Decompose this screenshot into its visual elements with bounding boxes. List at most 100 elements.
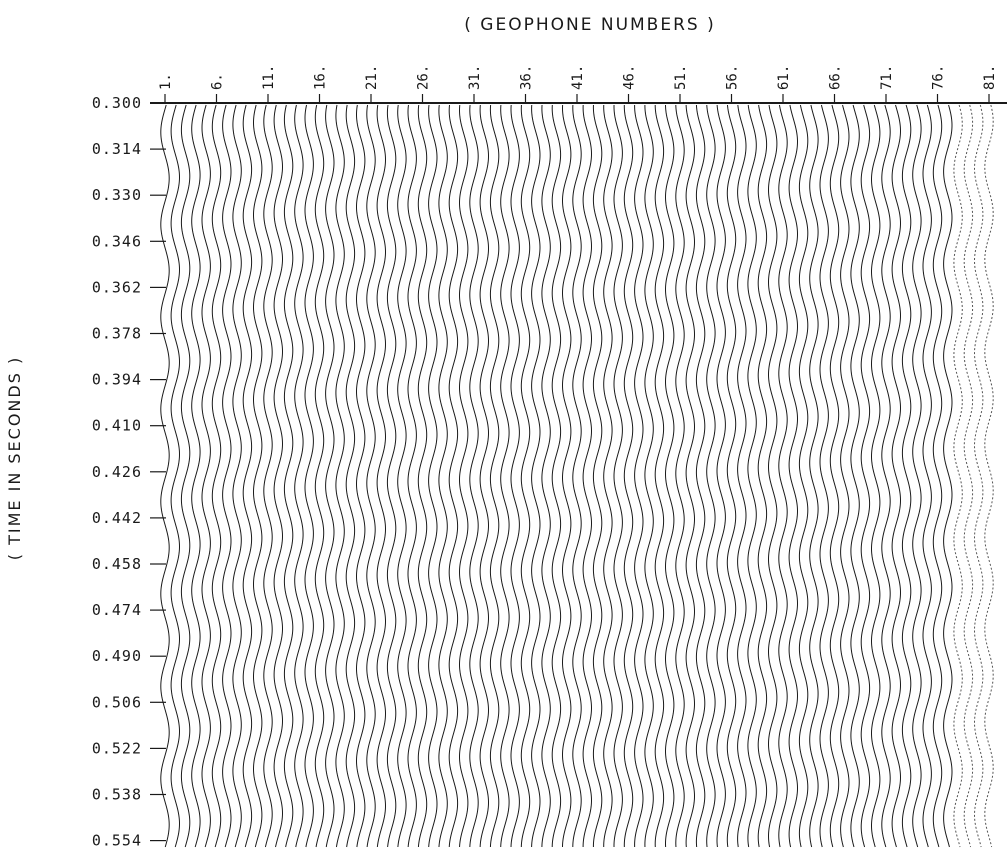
seismic-trace: [840, 104, 850, 848]
seismic-trace: [376, 104, 387, 848]
chart-title: ( GEOPHONE NUMBERS ): [464, 15, 715, 35]
seismic-trace: [881, 104, 891, 848]
x-tick-label: 6.: [210, 73, 226, 90]
seismic-trace: [428, 104, 438, 848]
seismic-trace: [973, 104, 984, 848]
seismic-trace: [386, 104, 397, 848]
seismic-trace: [325, 104, 335, 848]
seismic-trace: [366, 104, 376, 848]
seismic-trace: [644, 104, 654, 848]
x-tick-label: 41.: [570, 65, 586, 90]
y-tick-label: 0.314: [92, 140, 142, 158]
x-tick-label: 11.: [261, 65, 277, 90]
y-tick-label: 0.346: [92, 232, 142, 250]
seismic-trace: [819, 104, 829, 848]
y-tick-label: 0.554: [92, 832, 142, 850]
seismic-trace: [943, 104, 953, 848]
y-tick-group: 0.300 0.314 0.330 0.346 0.362 0.378 0.394 0.410…: [92, 94, 166, 850]
y-tick-label: 0.458: [92, 555, 142, 573]
x-tick-label: 61.: [776, 65, 792, 90]
seismic-trace: [232, 104, 242, 848]
seismic-trace: [891, 104, 902, 848]
seismic-trace: [500, 104, 510, 848]
seismic-trace: [613, 104, 623, 848]
seismic-trace: [170, 104, 181, 848]
y-tick-label: 0.426: [92, 463, 142, 481]
x-tick-label: 51.: [673, 65, 689, 90]
seismic-trace: [737, 104, 747, 848]
seismic-trace: [757, 104, 768, 848]
seismic-trace: [623, 104, 634, 848]
seismic-trace: [922, 104, 932, 848]
x-tick-label: 56.: [725, 65, 741, 90]
seismic-trace: [263, 104, 273, 848]
seismic-trace: [788, 104, 799, 848]
x-tick-label: 21.: [364, 65, 380, 90]
seismic-trace: [211, 104, 222, 848]
seismic-trace: [479, 104, 490, 848]
seismic-trace: [407, 104, 417, 848]
y-tick-label: 0.410: [92, 417, 142, 435]
y-tick-label: 0.362: [92, 278, 142, 296]
seismic-trace: [984, 104, 994, 848]
x-tick-label: 76.: [931, 65, 947, 90]
seismic-trace: [634, 105, 644, 848]
seismic-trace: [355, 104, 366, 848]
seismic-trace: [191, 104, 201, 848]
seismic-trace: [747, 104, 757, 848]
x-tick-group: 1. 6. 11. 16. 21. 26. 31. 36. 41. 46. 51. 56. 61. 66.…: [158, 65, 998, 103]
seismic-trace: [489, 104, 500, 848]
seismic-trace: [582, 104, 593, 848]
seismic-trace: [675, 104, 685, 848]
seismic-trace: [963, 104, 974, 848]
seismic-trace: [520, 104, 531, 848]
seismic-trace: [716, 104, 726, 848]
seismic-trace: [829, 104, 840, 848]
seismic-trace: [397, 104, 407, 848]
seismic-trace: [438, 104, 448, 848]
seismic-trace: [283, 104, 294, 848]
x-tick-label: 26.: [416, 65, 432, 90]
seismic-trace: [314, 104, 325, 848]
seismic-trace: [458, 104, 469, 848]
y-tick-label: 0.442: [92, 509, 142, 527]
seismic-trace: [531, 104, 541, 848]
y-tick-label: 0.522: [92, 739, 142, 757]
seismic-trace: [448, 104, 459, 848]
seismic-trace: [201, 104, 211, 848]
y-tick-label: 0.300: [92, 94, 142, 112]
seismic-trace: [592, 104, 603, 847]
x-tick-label: 81.: [982, 65, 998, 90]
x-tick-label: 66.: [828, 65, 844, 90]
y-tick-label: 0.474: [92, 601, 142, 619]
seismic-trace: [335, 104, 345, 848]
seismic-trace: [767, 104, 778, 848]
y-tick-label: 0.538: [92, 786, 142, 804]
seismic-trace: [901, 104, 912, 848]
seismic-trace: [304, 104, 314, 848]
seismic-trace: [870, 104, 881, 848]
x-tick-label: 31.: [467, 65, 483, 90]
seismic-trace: [417, 104, 428, 848]
seismic-trace: [860, 104, 871, 848]
x-tick-label: 71.: [879, 65, 895, 90]
x-tick-label: 16.: [313, 65, 329, 90]
y-axis-label: ( TIME IN SECONDS ): [5, 356, 24, 560]
seismic-trace: [252, 104, 263, 848]
seismic-trace: [242, 104, 253, 848]
seismic-trace: [798, 104, 809, 848]
seismic-trace: [572, 104, 582, 848]
seismic-trace: [953, 104, 963, 848]
seismic-trace: [160, 104, 170, 848]
y-tick-label: 0.490: [92, 647, 142, 665]
seismic-trace: [912, 104, 922, 848]
seismic-trace: [345, 104, 356, 848]
y-tick-label: 0.330: [92, 186, 142, 204]
seismic-trace: [706, 104, 716, 848]
x-tick-label: 46.: [622, 65, 638, 90]
x-tick-label: 36.: [519, 65, 535, 90]
y-tick-label: 0.394: [92, 371, 142, 389]
seismic-trace: [561, 104, 572, 848]
seismic-trace: [273, 104, 284, 848]
